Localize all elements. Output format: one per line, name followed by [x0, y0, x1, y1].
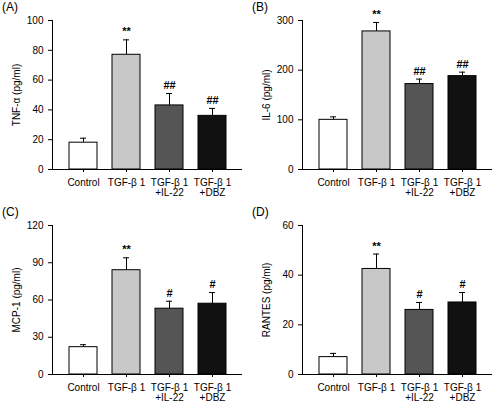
svg-text:20: 20 [32, 134, 44, 145]
svg-text:#: # [166, 287, 172, 299]
svg-text:Control: Control [67, 177, 99, 188]
svg-text:Control: Control [317, 382, 349, 393]
svg-text:TGF-β 1+IL-22: TGF-β 1+IL-22 [151, 177, 189, 198]
svg-text:TGF-β 1+DBZ: TGF-β 1+DBZ [194, 177, 232, 198]
svg-text:20: 20 [282, 319, 294, 330]
svg-text:##: ## [206, 94, 218, 106]
svg-text:90: 90 [32, 257, 44, 268]
svg-text:100: 100 [27, 15, 44, 26]
svg-text:#: # [459, 278, 465, 290]
html-text:(C): (C) [2, 205, 19, 219]
html-text:(B): (B) [252, 0, 268, 14]
svg-text:**: ** [122, 243, 131, 255]
svg-text:**: ** [372, 8, 381, 20]
svg-text:30: 30 [32, 331, 44, 342]
svg-text:MCP-1 (pg/ml): MCP-1 (pg/ml) [11, 267, 22, 332]
svg-text:200: 200 [277, 64, 294, 75]
svg-text:120: 120 [27, 220, 44, 231]
svg-text:TGF-β 1: TGF-β 1 [108, 382, 146, 393]
svg-text:##: ## [456, 58, 468, 70]
svg-text:TNF-α (pg/ml): TNF-α (pg/ml) [11, 64, 22, 126]
svg-text:**: ** [372, 240, 381, 252]
svg-text:60: 60 [32, 74, 44, 85]
svg-text:TGF-β 1: TGF-β 1 [108, 177, 146, 188]
svg-text:##: ## [163, 79, 175, 91]
svg-text:Control: Control [317, 177, 349, 188]
svg-text:TGF-β 1+IL-22: TGF-β 1+IL-22 [401, 382, 439, 403]
svg-text:0: 0 [38, 164, 44, 175]
svg-text:TGF-β 1: TGF-β 1 [358, 177, 396, 188]
svg-text:TGF-β 1+DBZ: TGF-β 1+DBZ [194, 382, 232, 403]
svg-text:40: 40 [32, 104, 44, 115]
svg-text:**: ** [122, 25, 131, 37]
svg-text:0: 0 [288, 369, 294, 380]
svg-text:TGF-β 1: TGF-β 1 [358, 382, 396, 393]
html-text:(D): (D) [252, 205, 269, 219]
html-text:(A): (A) [2, 0, 18, 14]
svg-text:TGF-β 1+IL-22: TGF-β 1+IL-22 [401, 177, 439, 198]
svg-text:#: # [209, 278, 215, 290]
svg-text:TGF-β 1+DBZ: TGF-β 1+DBZ [444, 382, 482, 403]
svg-text:TGF-β 1+DBZ: TGF-β 1+DBZ [444, 177, 482, 198]
svg-text:0: 0 [288, 164, 294, 175]
svg-text:RANTES (pg/ml): RANTES (pg/ml) [261, 263, 272, 337]
svg-text:#: # [416, 288, 422, 300]
svg-text:60: 60 [282, 220, 294, 231]
svg-text:100: 100 [277, 114, 294, 125]
svg-text:40: 40 [282, 269, 294, 280]
svg-text:IL-6 (pg/ml): IL-6 (pg/ml) [261, 69, 272, 120]
svg-text:Control: Control [67, 382, 99, 393]
svg-text:300: 300 [277, 15, 294, 26]
svg-text:60: 60 [32, 294, 44, 305]
svg-text:TGF-β 1+IL-22: TGF-β 1+IL-22 [151, 382, 189, 403]
svg-text:##: ## [413, 65, 425, 77]
svg-text:80: 80 [32, 45, 44, 56]
svg-text:0: 0 [38, 369, 44, 380]
